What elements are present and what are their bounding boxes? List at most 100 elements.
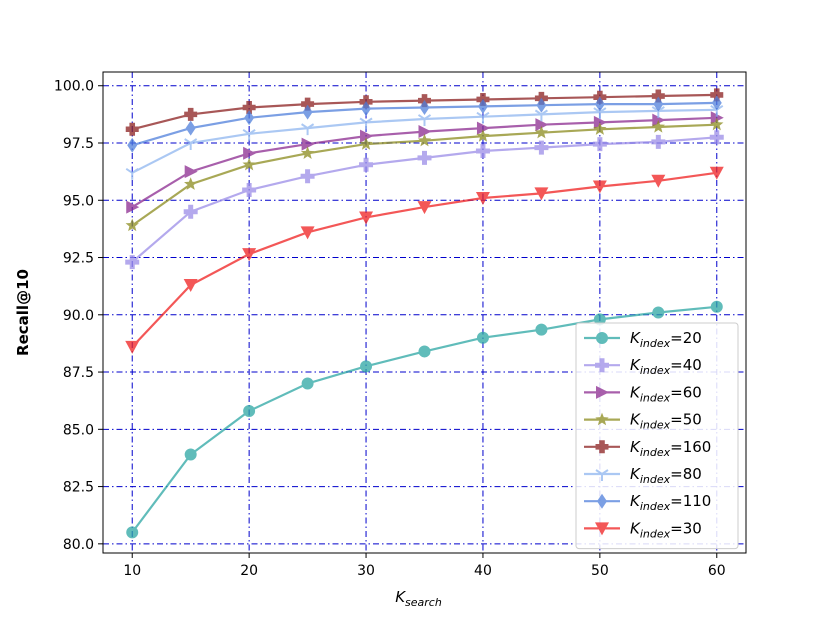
data-point-60 [126,200,140,214]
data-point-20 [243,404,256,417]
series-20 [126,300,723,539]
data-point-50 [476,129,490,142]
data-point-60 [243,146,257,160]
data-point-80 [184,138,198,151]
legend-swatch-marker [595,522,609,536]
data-point-20 [301,377,314,390]
x-axis-label-main: K [395,588,406,606]
series-line-30 [131,171,717,348]
data-point-30 [592,180,607,194]
series-80 [125,104,724,180]
data-point-50 [300,146,315,159]
data-point-40 [534,140,549,155]
data-point-30 [417,201,432,215]
y-tick-label: 85.0 [63,422,94,438]
legend-item-20: Kindex=20 [584,329,702,350]
data-point-30 [359,211,374,225]
data-point-50 [651,119,665,133]
series-50 [125,117,724,232]
legend-item-40: Kindex=40 [584,356,702,377]
y-tick-label: 90.0 [63,308,94,324]
y-tick-label: 87.5 [63,365,94,381]
data-point-50 [593,122,607,135]
data-point-110 [594,96,605,112]
data-point-160 [710,88,724,102]
data-point-160 [184,107,198,121]
data-point-40 [125,255,140,270]
legend-label: Kindex=50 [630,411,702,432]
legend-label: Kindex=80 [630,465,702,486]
data-point-40 [709,130,724,145]
legend-item-30: Kindex=30 [584,519,702,540]
data-point-60 [652,113,666,127]
data-point-40 [651,134,666,149]
legend-item-60: Kindex=60 [584,383,702,404]
legend-swatch-marker [596,332,608,344]
data-point-60 [593,115,607,129]
data-point-50 [417,133,432,147]
data-point-20 [476,331,489,344]
data-point-80 [125,167,139,180]
data-point-80 [651,106,665,118]
legend-item-160: Kindex=160 [584,438,711,459]
legend-label: Kindex=110 [630,492,711,513]
data-point-60 [360,129,374,143]
data-point-60 [535,118,549,132]
legend-swatch-marker [595,358,609,373]
data-point-80 [476,111,490,124]
data-point-110 [185,120,196,136]
y-tick-label: 92.5 [63,251,94,267]
series-110 [127,95,722,153]
y-tick-label: 95.0 [63,193,94,209]
data-point-40 [242,182,257,197]
data-point-20 [360,360,373,373]
series-40 [125,130,724,270]
legend-swatch-marker [595,412,609,426]
data-point-20 [126,526,139,539]
data-point-20 [710,300,723,313]
legend-label: Kindex=30 [630,519,702,540]
series-60 [126,111,724,214]
x-tick-label: 30 [357,563,375,579]
data-point-60 [184,165,198,179]
data-point-110 [419,100,430,116]
data-point-50 [359,137,373,150]
y-tick-label: 100.0 [54,79,94,95]
data-point-50 [184,177,198,190]
data-point-40 [417,150,432,165]
data-point-110 [302,104,313,120]
legend-swatch-marker [596,385,609,399]
data-point-20 [652,306,665,319]
series-lines [125,88,724,539]
data-point-110 [653,96,664,112]
x-axis-label: Ksearch [395,588,442,609]
data-point-60 [710,111,724,125]
data-point-30 [242,248,257,262]
data-point-40 [300,169,315,184]
legend-swatch-marker [597,493,607,509]
legend-item-80: Kindex=80 [584,465,702,486]
x-axis-label-sub: search [405,596,442,609]
legend-item-50: Kindex=50 [584,411,702,432]
data-point-160 [301,97,315,111]
data-point-50 [125,218,139,232]
data-point-40 [359,157,374,172]
data-point-160 [125,122,139,136]
data-point-30 [300,226,315,240]
data-point-30 [475,191,490,205]
data-point-30 [125,340,140,354]
data-point-30 [534,187,549,201]
data-point-160 [651,89,665,103]
data-point-110 [711,95,722,111]
legend: Kindex=20 Kindex=40 Kindex=60 Kindex=50 Kind… [575,322,739,550]
legend-box [575,322,739,550]
y-tick-label: 97.5 [63,136,94,152]
data-point-80 [534,109,548,122]
x-tick-label: 20 [240,563,258,579]
data-point-40 [475,144,490,159]
data-point-40 [183,204,198,219]
data-point-20 [184,448,197,461]
data-point-50 [534,125,549,139]
data-point-110 [244,110,255,126]
data-point-30 [183,279,198,293]
